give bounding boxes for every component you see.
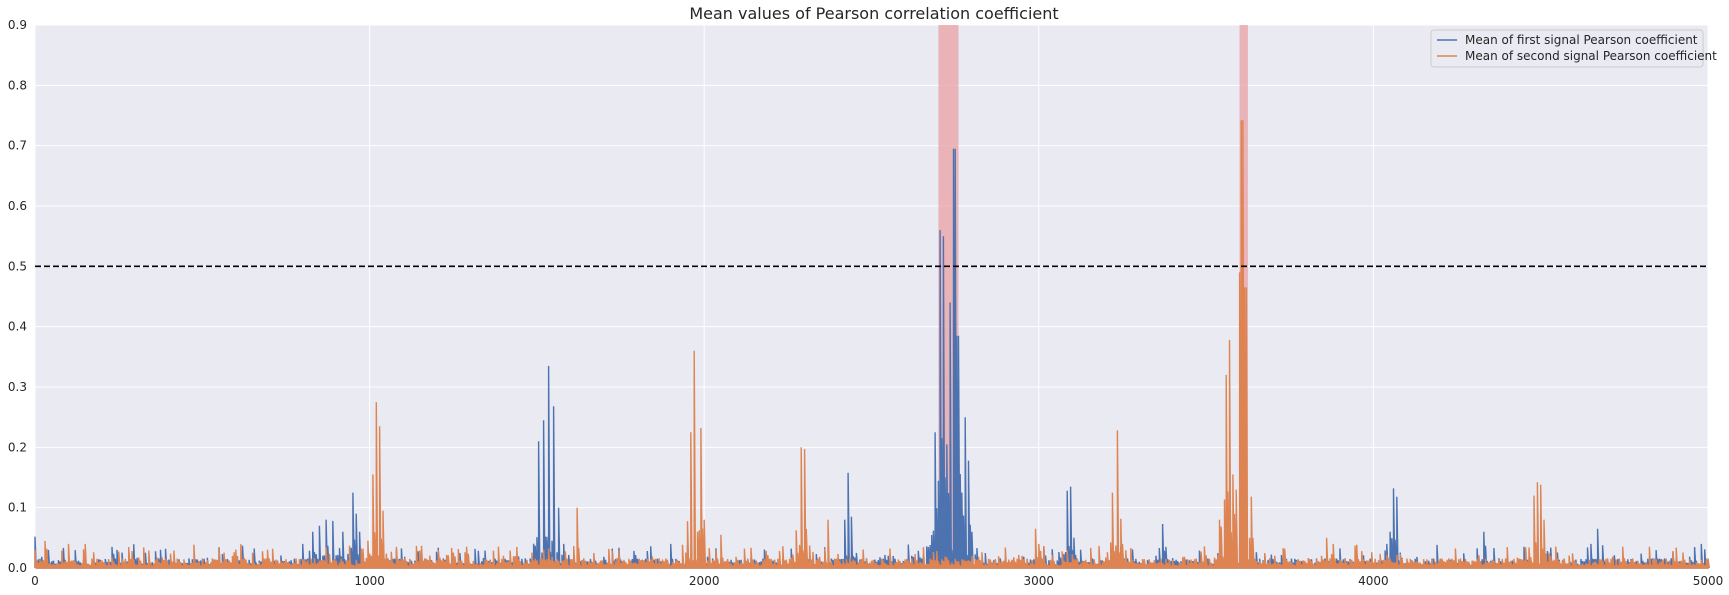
legend-label-first: Mean of first signal Pearson coefficient (1465, 33, 1698, 47)
y-tick-label: 0.5 (8, 259, 27, 273)
y-tick-label: 0.7 (8, 139, 27, 153)
y-tick-label: 0.2 (8, 440, 27, 454)
y-tick-label: 0.6 (8, 199, 27, 213)
legend: Mean of first signal Pearson coefficient… (1430, 29, 1717, 68)
y-tick-label: 0.8 (8, 78, 27, 92)
plot-area (35, 25, 1708, 568)
series-lines (34, 120, 1710, 569)
y-tick-label: 0.9 (8, 18, 27, 32)
y-tick-label: 0.0 (8, 561, 27, 575)
y-tick-label: 0.4 (8, 320, 27, 334)
x-tick-label: 2000 (689, 574, 720, 588)
y-tick-labels: 0.0 0.1 0.2 0.3 0.4 0.5 0.6 0.7 0.8 0.9 (8, 18, 27, 575)
x-tick-label: 3000 (1024, 574, 1055, 588)
x-tick-label: 0 (31, 574, 39, 588)
legend-label-second: Mean of second signal Pearson coefficien… (1465, 49, 1717, 63)
y-tick-label: 0.3 (8, 380, 27, 394)
grid (34, 24, 1709, 569)
x-tick-label: 4000 (1358, 574, 1389, 588)
series-second-line (34, 120, 1710, 569)
x-tick-labels: 0 1000 2000 3000 4000 5000 (31, 574, 1723, 588)
legend-box (1430, 29, 1704, 68)
x-tick-label: 5000 (1693, 574, 1724, 588)
x-tick-label: 1000 (354, 574, 385, 588)
chart-title: Mean values of Pearson correlation coeff… (689, 4, 1058, 23)
y-tick-label: 0.1 (8, 501, 27, 515)
